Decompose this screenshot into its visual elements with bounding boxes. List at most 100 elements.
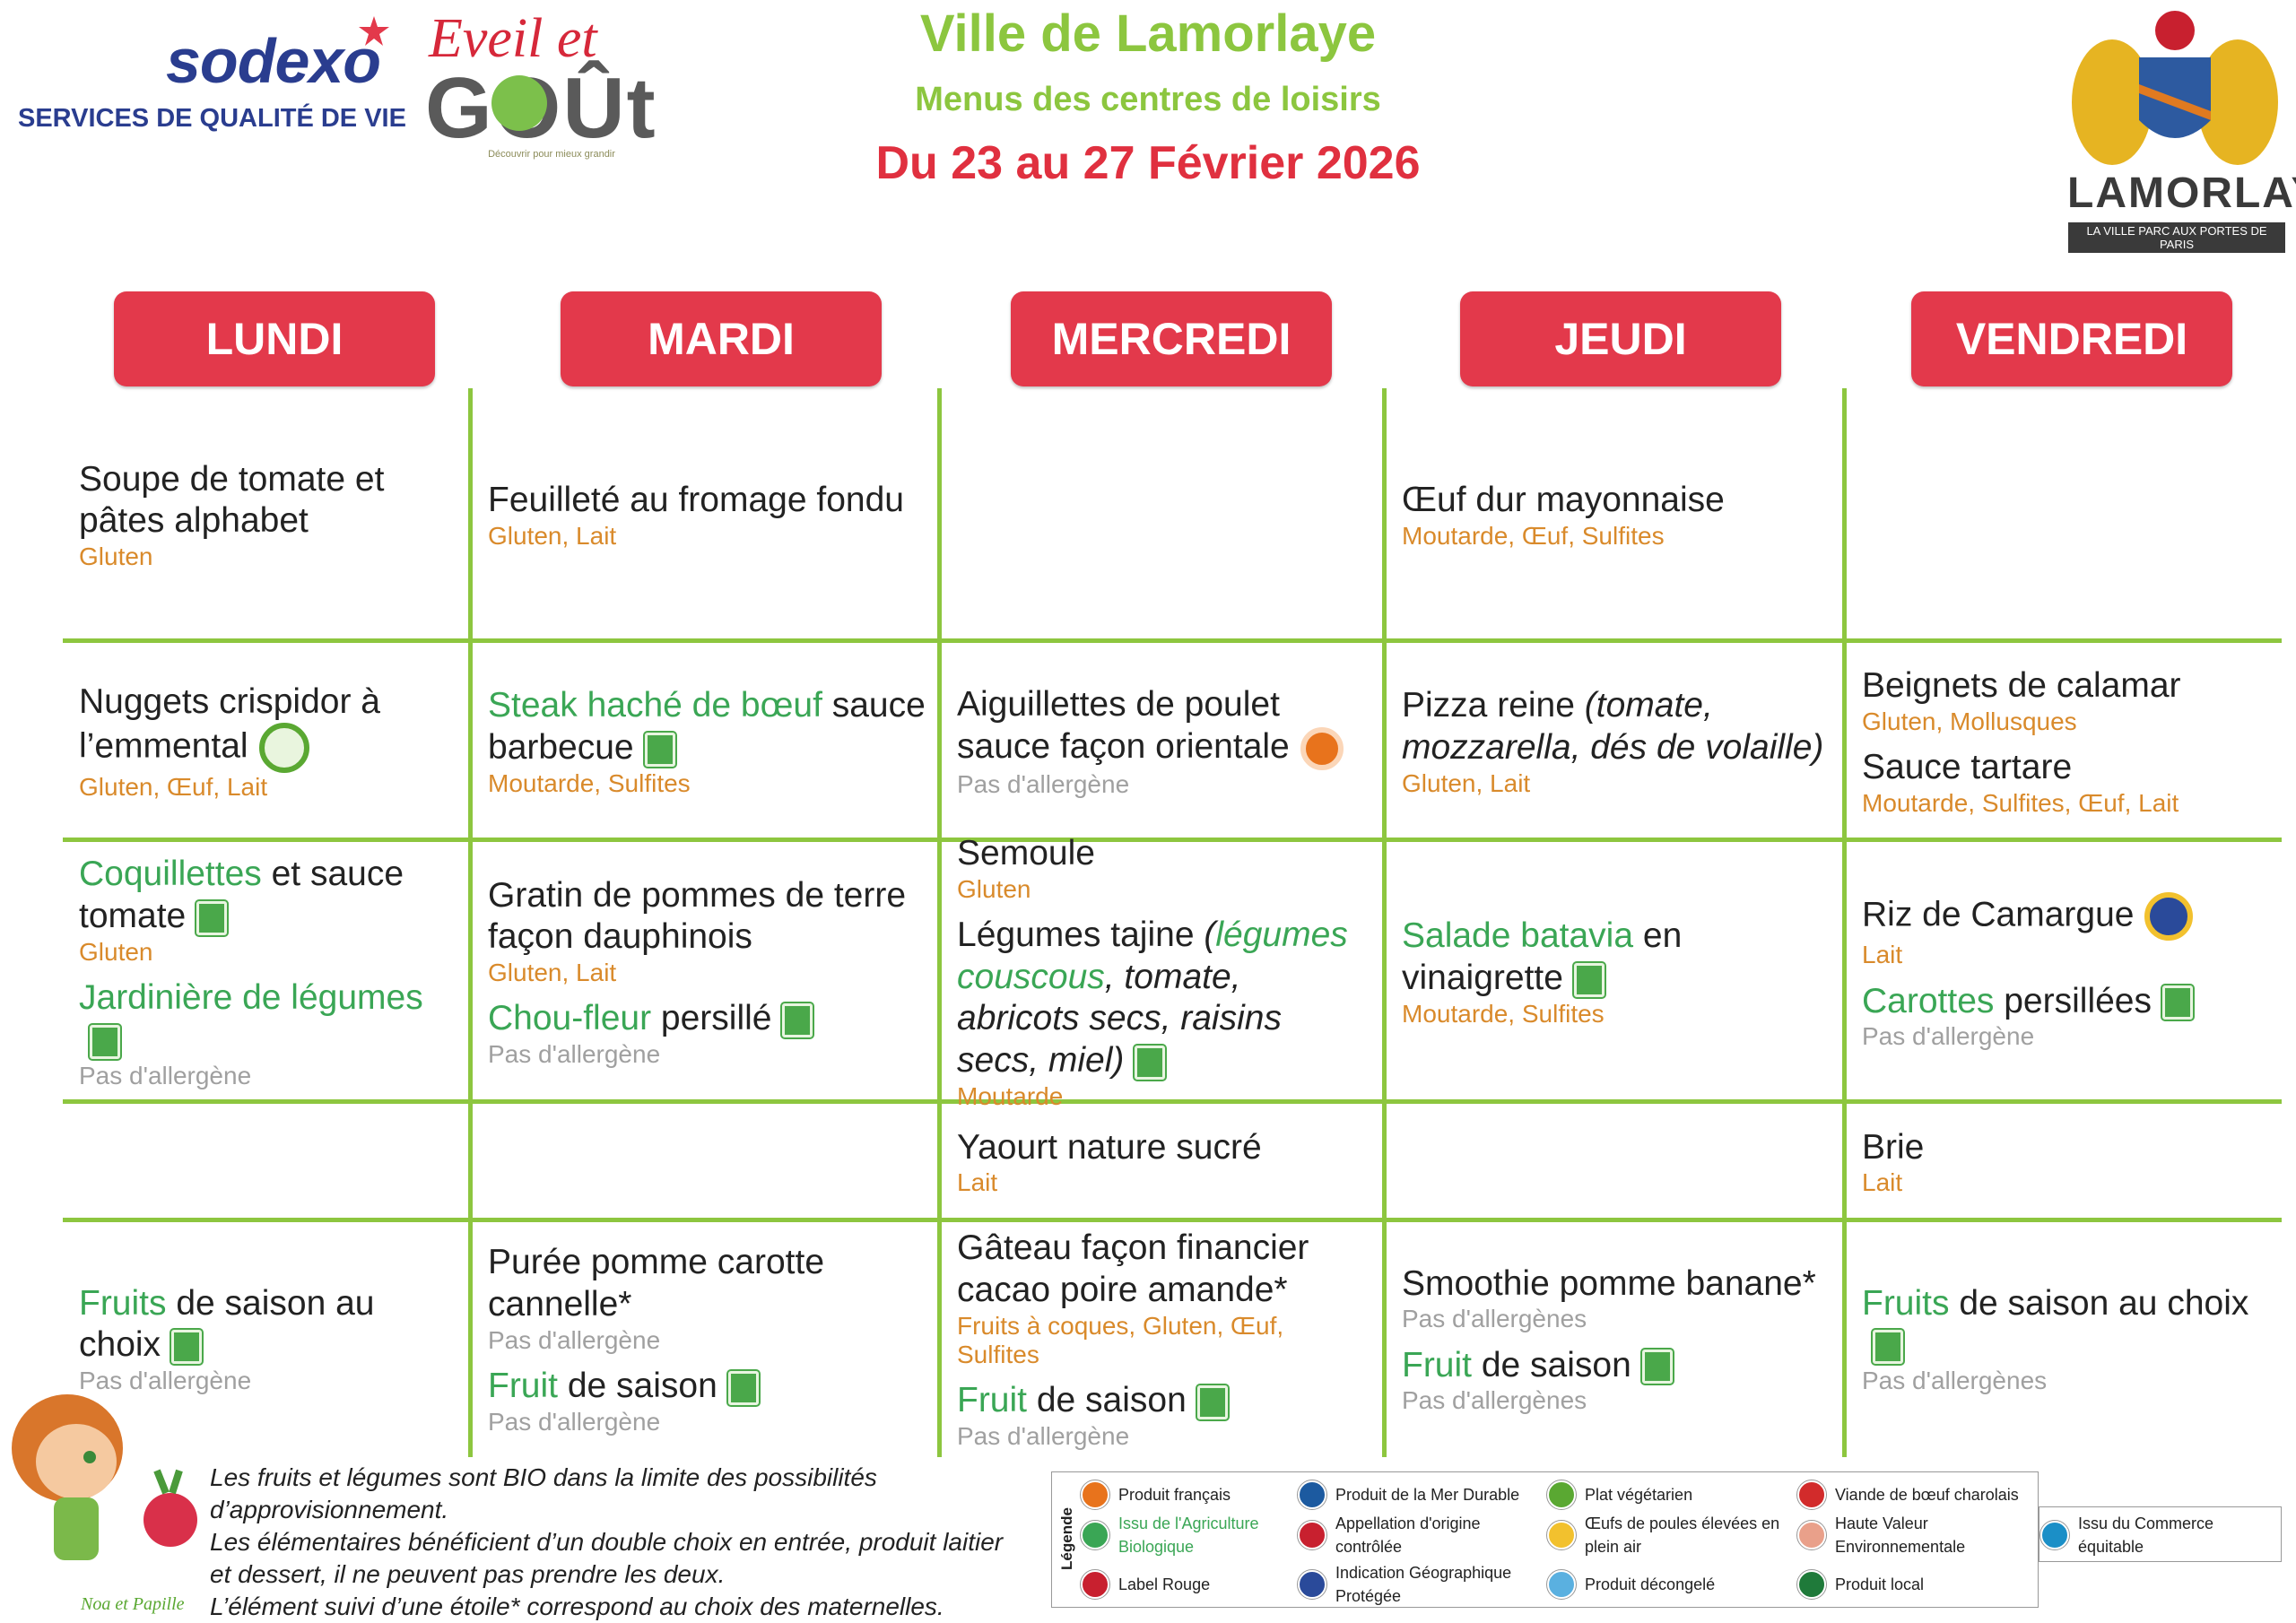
menu-cell: Salade batavia en vinaigrette Moutarde, S… xyxy=(1386,841,1846,1103)
legend-item: Issu du Commerce équitable xyxy=(2039,1514,2278,1556)
dish-text: Fruit xyxy=(957,1380,1027,1419)
dish: Smoothie pomme banane* Pas d'allergènes xyxy=(1402,1263,1831,1334)
dish-name: Feuilleté au fromage fondu xyxy=(488,480,926,522)
legend-box-extra xyxy=(2039,1506,2282,1562)
allergens: Pas d'allergène xyxy=(488,1407,661,1436)
menu-cell: Soupe de tomate et pâtes alphabet Gluten xyxy=(63,388,472,642)
dish-text: Nuggets crispidor à l’emmental xyxy=(79,681,380,766)
dish-name: Œuf dur mayonnaise xyxy=(1402,480,1831,522)
menu-cell: Gâteau façon financier cacao poire amand… xyxy=(941,1221,1386,1457)
dish-text: Coquillettes xyxy=(79,855,262,894)
dish-text: Salade batavia xyxy=(1402,916,1634,956)
crest xyxy=(2072,11,2278,165)
mascot xyxy=(12,1394,197,1560)
day-header: MERCREDI xyxy=(1011,291,1332,386)
legend-item: Produit local xyxy=(1796,1565,2035,1604)
gout-tagline: Découvrir pour mieux grandir xyxy=(488,149,615,160)
legend-item: Haute Valeur Environnementale xyxy=(1796,1514,2035,1556)
dish: Sauce tartare Moutarde, Sulfites, Œuf, La… xyxy=(1862,747,2267,818)
dish-text: Légumes tajine xyxy=(957,915,1205,954)
legend-icon xyxy=(1297,1520,1327,1550)
dish-text: de saison xyxy=(1027,1380,1187,1419)
dates: Du 23 au 27 Février 2026 xyxy=(875,137,1421,189)
allergens: Moutarde, Œuf, Sulfites xyxy=(1402,521,1665,550)
legend-box xyxy=(1051,1471,2039,1608)
dish: Beignets de calamar Gluten, Mollusques xyxy=(1862,665,2267,736)
column-line xyxy=(1382,388,1387,1457)
dish-text: (tomate, mozzarella, dés de volaille) xyxy=(1402,686,1824,767)
dish-name: Pizza reine (tomate, mozzarella, dés de … xyxy=(1402,685,1831,769)
legend-label: Appellation d'origine contrôlée xyxy=(1335,1514,1481,1556)
dish: Gratin de pommes de terre façon dauphino… xyxy=(488,875,926,988)
dish: Steak haché de bœuf sauce barbecue Moutar… xyxy=(488,685,926,798)
row-line xyxy=(63,838,2282,842)
legend-item: Produit français xyxy=(1080,1475,1292,1515)
dish-text: Brie xyxy=(1862,1127,1925,1167)
allergens: Gluten, Œuf, Lait xyxy=(79,773,268,802)
dish-text: Fruits xyxy=(1862,1283,1950,1323)
globe xyxy=(491,75,547,131)
menu-cell xyxy=(63,1103,472,1221)
row-line xyxy=(63,1218,2282,1222)
dish: Feuilleté au fromage fondu Gluten, Lait xyxy=(488,480,926,551)
dish: Purée pomme carotte cannelle* Pas d'aller… xyxy=(488,1242,926,1355)
dish: Pizza reine (tomate, mozzarella, dés de … xyxy=(1402,685,1831,798)
column-line xyxy=(937,388,942,1457)
dish-text: de saison au choix xyxy=(1949,1283,2249,1323)
legend-item: Label Rouge xyxy=(1080,1565,1292,1604)
label-icon xyxy=(170,1328,204,1367)
label-icon xyxy=(2160,984,2195,1022)
dish-name: Yaourt nature sucré xyxy=(957,1127,1371,1169)
legend-label: Haute Valeur Environnementale xyxy=(1835,1514,1966,1556)
label-icon xyxy=(195,898,230,937)
legend-icon xyxy=(1546,1569,1577,1600)
menu-cell: Brie Lait xyxy=(1846,1103,2282,1221)
dish-name: Fruit de saison xyxy=(957,1380,1371,1422)
dish: Aiguillettes de poulet sauce façon orien… xyxy=(957,684,1371,799)
allergens: Gluten xyxy=(79,542,153,571)
allergens: Gluten, Lait xyxy=(1402,768,1531,797)
dish-text: Fruits xyxy=(79,1283,167,1323)
allergens: Pas d'allergène xyxy=(957,769,1130,798)
allergens: Moutarde, Sulfites, Œuf, Lait xyxy=(1862,788,2179,817)
dish-text: Soupe de tomate et pâtes alphabet xyxy=(79,459,385,541)
legend-label: Issu du Commerce équitable xyxy=(2078,1514,2214,1556)
allergens: Pas d'allergène xyxy=(79,1061,252,1089)
dish-name: Semoule xyxy=(957,833,1371,875)
dish: Coquillettes et sauce tomate Gluten xyxy=(79,854,457,967)
title: Ville de Lamorlaye xyxy=(919,4,1377,63)
allergens: Gluten, Lait xyxy=(488,959,617,987)
label-icon xyxy=(1300,726,1344,770)
dish-name: Steak haché de bœuf sauce barbecue xyxy=(488,685,926,769)
legend-icon xyxy=(1297,1480,1327,1510)
legend-label: Œufs de poules élevées en plein air xyxy=(1585,1514,1780,1556)
legend-label: Produit local xyxy=(1835,1575,1925,1593)
allergens: Gluten xyxy=(79,937,153,966)
allergens: Gluten xyxy=(957,874,1031,903)
dish: Soupe de tomate et pâtes alphabet Gluten xyxy=(79,459,457,572)
allergens: Pas d'allergène xyxy=(957,1421,1130,1450)
label-icon xyxy=(88,1022,122,1061)
dish-name: Beignets de calamar xyxy=(1862,665,2267,707)
dish-name: Brie xyxy=(1862,1127,2267,1169)
legend-label: Viande de bœuf charolais xyxy=(1835,1485,2019,1504)
row-line xyxy=(63,1099,2282,1104)
row-line xyxy=(63,638,2282,643)
menu-cell: Gratin de pommes de terre façon dauphino… xyxy=(472,841,941,1103)
dish-name: Fruits de saison au choix xyxy=(1862,1283,2267,1367)
sodexo-logo: sodexo xyxy=(166,26,381,96)
allergens: Moutarde, Sulfites xyxy=(488,768,691,797)
dish-text: persillé xyxy=(651,999,772,1038)
legend-label: Produit de la Mer Durable xyxy=(1335,1485,1520,1504)
label-icon xyxy=(1195,1383,1230,1421)
allergens: Gluten, Mollusques xyxy=(1862,707,2077,735)
dish: Salade batavia en vinaigrette Moutarde, S… xyxy=(1402,916,1831,1028)
dish-text: Œuf dur mayonnaise xyxy=(1402,481,1725,519)
legend-item: Produit décongelé xyxy=(1546,1565,1789,1604)
column-line xyxy=(1842,388,1847,1457)
column-line xyxy=(468,388,473,1457)
allergens: Pas d'allergènes xyxy=(1402,1386,1587,1415)
legend-icon xyxy=(2039,1520,2070,1550)
dish-text: Beignets de calamar xyxy=(1862,666,2181,706)
